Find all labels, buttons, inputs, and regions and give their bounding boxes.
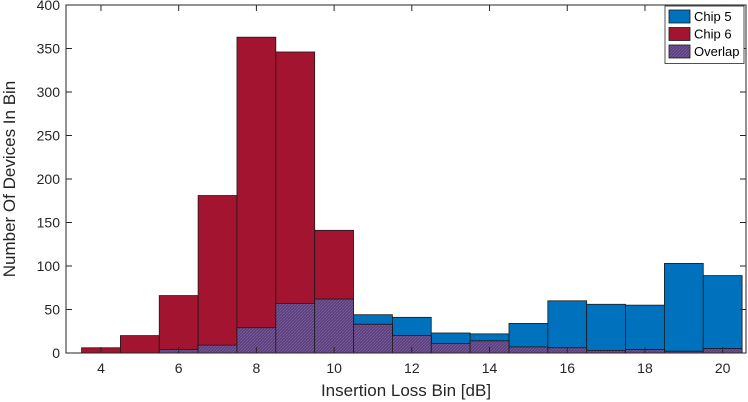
x-axis-ticks: 4 6 8 10 12 14 16 18 20: [97, 5, 731, 376]
chip6-bar-9: [275, 51, 316, 354]
x-axis-label: Insertion Loss Bin [dB]: [321, 381, 491, 400]
legend-label-overlap: Overlap: [694, 44, 740, 59]
overlap-bar-11: [353, 323, 393, 354]
y-tick-label: 150: [37, 215, 61, 231]
legend-swatch-overlap: [668, 44, 691, 59]
overlap-bar-15: [508, 346, 549, 354]
legend-swatch-chip5: [668, 9, 691, 24]
y-tick-label: 0: [52, 345, 60, 361]
legend: Chip 5 Chip 6 Overlap: [664, 5, 745, 64]
y-axis-label: Number Of Devices In Bin: [0, 81, 19, 278]
x-tick-label: 10: [326, 360, 342, 376]
x-tick-label: 16: [559, 360, 575, 376]
overlap-bar-9: [275, 303, 316, 354]
x-tick-label: 12: [404, 360, 420, 376]
y-axis-ticks: 0 50 100 150 200 250 300 350 400: [37, 0, 746, 361]
x-tick-label: 18: [637, 360, 653, 376]
overlap-bar-7: [197, 344, 238, 354]
x-tick-label: 20: [715, 360, 731, 376]
chip5-bar-19: [664, 262, 704, 354]
y-tick-label: 300: [37, 84, 61, 100]
y-tick-label: 50: [44, 302, 60, 318]
y-tick-label: 200: [37, 171, 61, 187]
x-tick-label: 14: [482, 360, 498, 376]
chip6-bar-6: [158, 295, 199, 354]
legend-swatch-chip6: [668, 27, 691, 41]
legend-label-chip6: Chip 6: [694, 27, 732, 42]
y-tick-label: 400: [37, 0, 61, 13]
x-tick-label: 8: [253, 360, 261, 376]
chip5-bar-17: [586, 303, 626, 354]
legend-label-chip5: Chip 5: [694, 9, 732, 24]
overlap-bar-13: [430, 343, 471, 354]
y-tick-label: 350: [37, 41, 61, 57]
chip6-bar-5: [120, 335, 160, 354]
y-tick-label: 250: [37, 128, 61, 144]
x-tick-label: 6: [175, 360, 183, 376]
chip5-bar-16: [547, 300, 588, 354]
chip6-bar-7: [197, 195, 238, 354]
x-tick-label: 4: [97, 360, 105, 376]
chip5-bar-20: [702, 275, 743, 354]
y-tick-label: 100: [37, 258, 61, 274]
chip6-bar-8: [236, 36, 277, 354]
chip5-bar-18: [625, 304, 665, 354]
overlap-bar-10: [314, 298, 354, 354]
